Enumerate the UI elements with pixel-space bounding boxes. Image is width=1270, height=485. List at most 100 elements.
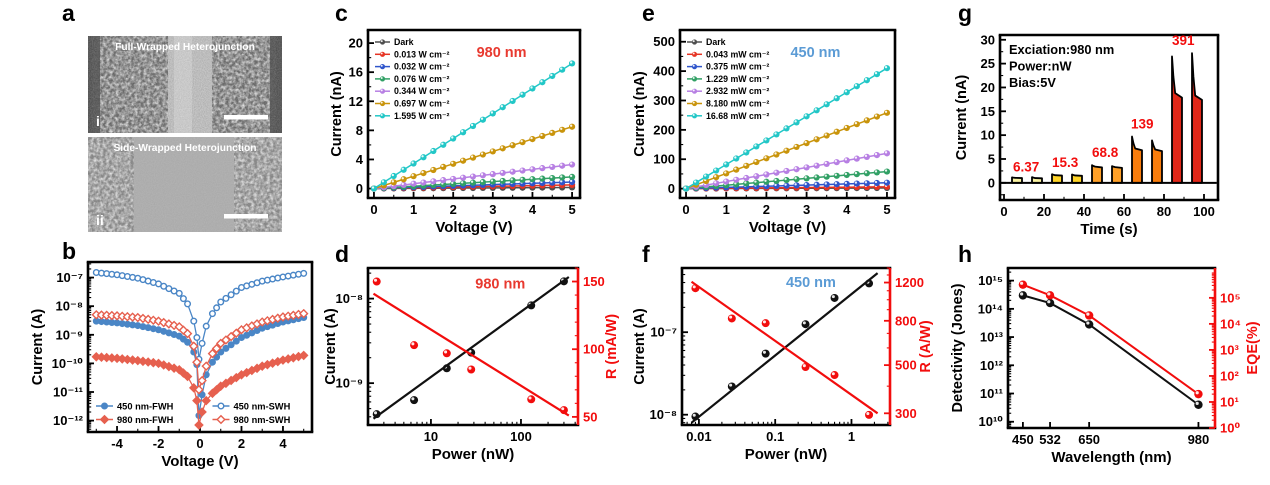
svg-text:10: 10 (424, 429, 438, 444)
svg-text:30: 30 (981, 32, 995, 47)
svg-text:40: 40 (1077, 204, 1091, 219)
svg-text:980 nm-FWH: 980 nm-FWH (117, 415, 174, 425)
svg-text:100: 100 (1193, 204, 1215, 219)
svg-text:Current (A): Current (A) (30, 309, 46, 386)
panel-h: h 450 532 650 980 Wavelength (nm) 10¹⁵ 10¹⁴ 10¹… (940, 240, 1270, 485)
svg-text:8.180 mW cm⁻²: 8.180 mW cm⁻² (706, 99, 769, 109)
svg-text:650: 650 (1078, 432, 1100, 447)
svg-text:500: 500 (895, 358, 917, 373)
svg-text:10¹: 10¹ (1220, 394, 1239, 409)
svg-text:1: 1 (848, 429, 855, 444)
pulse-waveform: 6.37 15.3 68.8 139 391 (1001, 33, 1217, 184)
axes: 450 532 650 980 Wavelength (nm) 10¹⁵ 10¹⁴ 10¹³ 1… (950, 266, 1261, 466)
series-16.68 mW cm⁻² (682, 65, 891, 192)
svg-text:60: 60 (1117, 204, 1131, 219)
svg-text:980 nm: 980 nm (475, 276, 525, 292)
series-responsivity (691, 284, 874, 419)
svg-text:20: 20 (1037, 204, 1051, 219)
panel-b-label: b (62, 238, 77, 264)
svg-text:-2: -2 (153, 436, 165, 451)
svg-text:5: 5 (988, 151, 995, 166)
svg-text:800: 800 (895, 313, 917, 328)
svg-text:10⁻⁷: 10⁻⁷ (56, 270, 83, 285)
svg-text:25: 25 (981, 56, 995, 71)
sem-ii-scale-bar (224, 214, 268, 219)
svg-text:Dark: Dark (706, 37, 726, 47)
svg-text:0.1: 0.1 (766, 429, 784, 444)
svg-text:Current (nA): Current (nA) (329, 71, 345, 157)
svg-text:450 nm-FWH: 450 nm-FWH (117, 402, 174, 412)
svg-text:Time (s): Time (s) (1080, 221, 1137, 238)
svg-text:450 nm: 450 nm (790, 45, 840, 61)
legend: Dark 0.043 mW cm⁻² 0.375 mW cm⁻² 1.229 mW c… (687, 37, 769, 121)
svg-text:100: 100 (510, 429, 532, 444)
svg-text:0: 0 (370, 202, 377, 217)
svg-text:300: 300 (895, 406, 917, 421)
svg-text:2: 2 (238, 436, 245, 451)
svg-text:0.375 mW cm⁻²: 0.375 mW cm⁻² (706, 62, 769, 72)
svg-text:0.076 W cm⁻²: 0.076 W cm⁻² (394, 74, 450, 84)
svg-text:3: 3 (489, 202, 496, 217)
axes: 0 20 40 60 80 100 Time (s) 0 5 10 15 20 25 30 Current … (954, 32, 1220, 238)
panel-d: d 10 100 Power (nW) 10⁻⁸ 10⁻⁹ Current (A) 150 1… (323, 240, 630, 485)
svg-text:10⁻⁹: 10⁻⁹ (56, 327, 84, 342)
svg-text:532: 532 (1039, 432, 1061, 447)
svg-text:10³: 10³ (1220, 342, 1239, 357)
svg-text:0.01: 0.01 (686, 429, 711, 444)
legend: 450 nm-FWH 980 nm-FWH 450 nm-SWH 980 nm-SWH (96, 402, 291, 425)
chart-h-detectivity-eqe: 450 532 650 980 Wavelength (nm) 10¹⁵ 10¹⁴ 10¹³ 1… (950, 266, 1261, 466)
svg-text:0.043 mW cm⁻²: 0.043 mW cm⁻² (706, 49, 769, 59)
panel-c: c 0 1 2 3 4 5 Voltage (V) 0 4 8 12 16 20 Current (nA)… (329, 0, 630, 240)
svg-text:2: 2 (450, 202, 457, 217)
series-450 nm-SWH (92, 269, 308, 363)
chart-b-dark-iv: -4 -2 0 2 4 Voltage (V) 10⁻⁷ 10⁻⁸ 10⁻⁹ 10⁻¹⁰ 10⁻¹¹… (30, 260, 314, 470)
svg-text:16.68 mW cm⁻²: 16.68 mW cm⁻² (706, 111, 769, 121)
svg-text:10⁻⁹: 10⁻⁹ (336, 376, 364, 391)
svg-text:6.37: 6.37 (1013, 159, 1039, 174)
svg-text:4: 4 (279, 436, 287, 451)
panel-a: a Full-Wrapped Heterojunction i Side-Wra… (55, 0, 320, 240)
svg-text:0: 0 (682, 202, 689, 217)
svg-text:980 nm-SWH: 980 nm-SWH (233, 415, 290, 425)
sem-ii-index: ii (96, 212, 104, 228)
svg-text:R (A/W): R (A/W) (918, 320, 934, 373)
svg-text:10: 10 (981, 128, 995, 143)
chart-e-iv-450nm: 0 1 2 3 4 5 Voltage (V) 0 100 200 300 400 500 Current… (632, 28, 897, 236)
panel-h-label: h (958, 241, 973, 267)
svg-text:Exciation:980 nm: Exciation:980 nm (1009, 42, 1114, 57)
svg-text:10¹¹: 10¹¹ (980, 386, 1003, 401)
svg-text:5: 5 (568, 202, 575, 217)
chart-f-power-450nm: 0.01 0.1 1 Power (nW) 10⁻⁷ 10⁻⁸ Current (A) 120… (632, 266, 934, 463)
panel-d-label: d (335, 241, 350, 267)
svg-text:1.595 W cm⁻²: 1.595 W cm⁻² (394, 111, 450, 121)
svg-text:10¹⁴: 10¹⁴ (978, 301, 1003, 316)
svg-text:Dark: Dark (394, 37, 414, 47)
svg-text:10⁻⁸: 10⁻⁸ (336, 291, 363, 306)
sem-image-side-wrapped: Side-Wrapped Heterojunction ii (88, 137, 282, 232)
svg-text:10²: 10² (1220, 368, 1239, 383)
svg-text:10⁴: 10⁴ (1220, 316, 1241, 331)
svg-text:450: 450 (1012, 432, 1034, 447)
svg-text:1: 1 (410, 202, 417, 217)
sem-i-index: i (96, 113, 100, 129)
svg-text:EQE(%): EQE(%) (1245, 321, 1261, 374)
svg-text:1.229 mW cm⁻²: 1.229 mW cm⁻² (706, 74, 769, 84)
svg-text:Power (nW): Power (nW) (432, 446, 515, 463)
svg-text:139: 139 (1131, 116, 1154, 131)
series-responsivity (372, 277, 568, 415)
svg-text:980: 980 (1188, 432, 1210, 447)
svg-text:10⁵: 10⁵ (1220, 290, 1241, 305)
chart-g-time-response: 0 20 40 60 80 100 Time (s) 0 5 10 15 20 25 30 Current … (954, 32, 1220, 238)
svg-text:10¹²: 10¹² (980, 358, 1004, 373)
svg-text:Power:nW: Power:nW (1009, 59, 1072, 74)
panel-b: b -4 -2 0 2 4 Voltage (V) 10⁻⁷ 10⁻⁸ 10⁻⁹ 10⁻¹⁰ 10⁻… (30, 235, 330, 485)
sem-i-scale-bar (224, 115, 268, 120)
panel-e-label: e (642, 0, 655, 26)
svg-text:10¹⁵: 10¹⁵ (978, 273, 1003, 288)
svg-text:16: 16 (349, 65, 363, 80)
svg-text:0.032 W cm⁻²: 0.032 W cm⁻² (394, 62, 450, 72)
